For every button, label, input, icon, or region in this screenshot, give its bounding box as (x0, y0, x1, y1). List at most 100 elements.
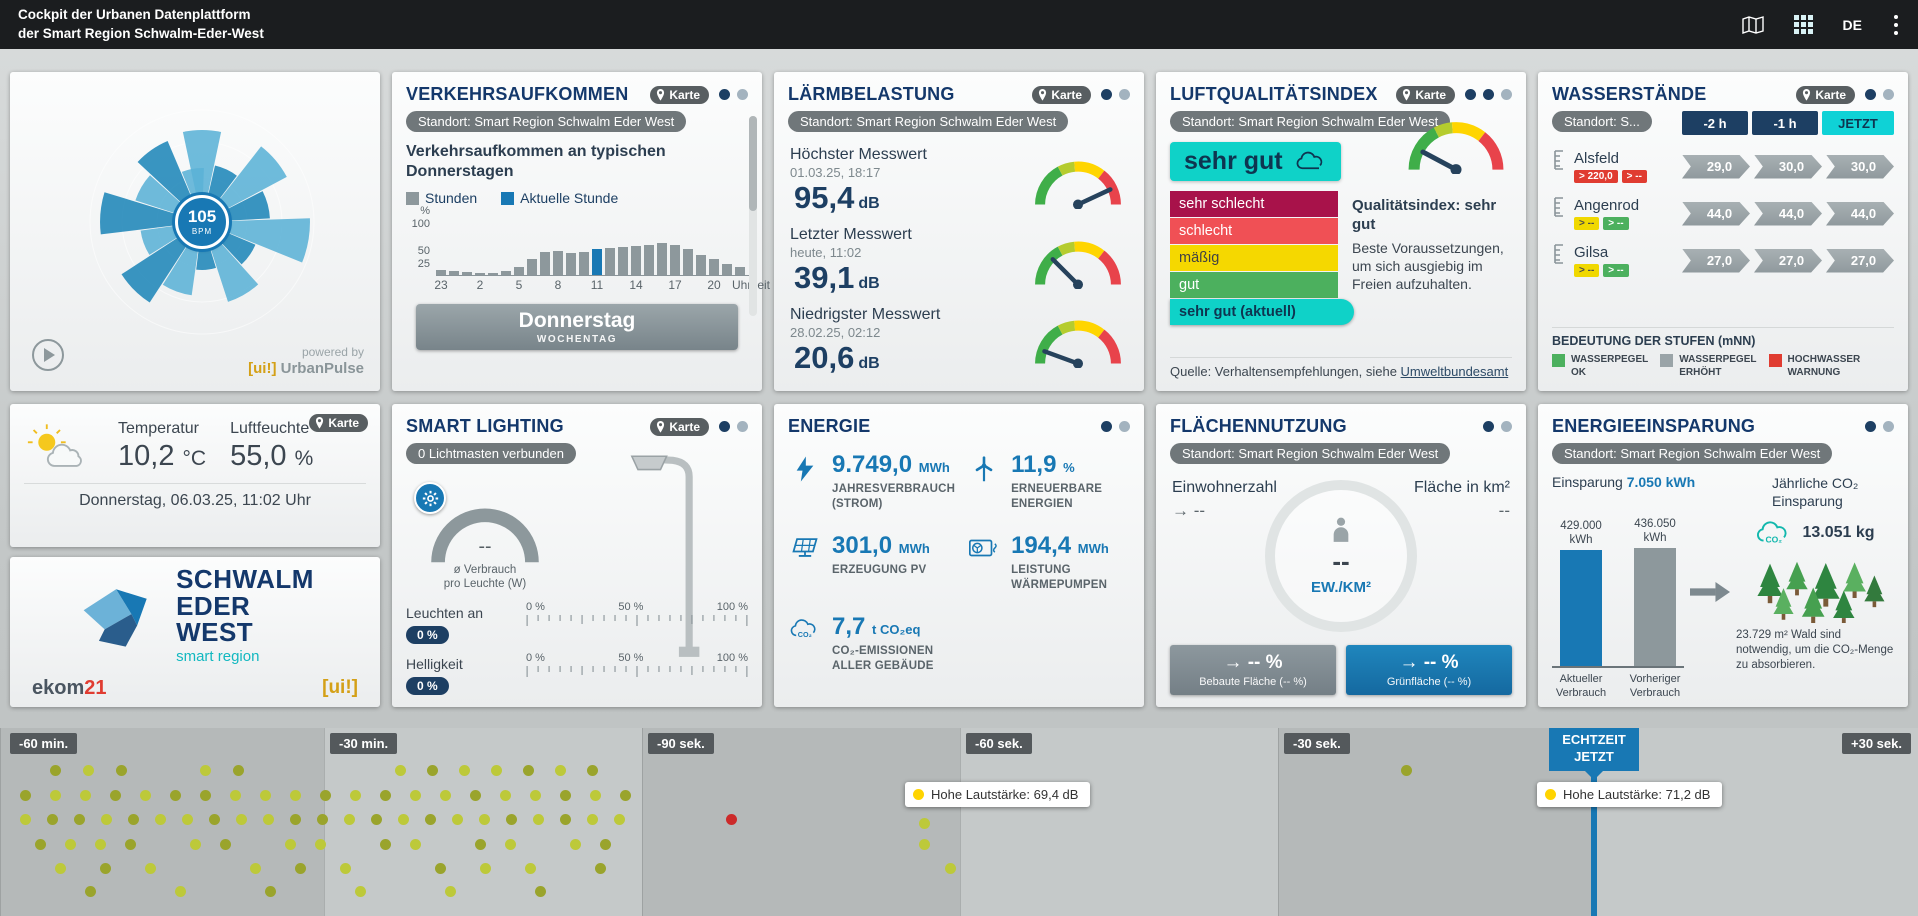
traffic-bar (475, 273, 485, 275)
event-tooltip: Hohe Lautstärke: 71,2 dB (1537, 782, 1723, 807)
station-name: Alsfeld (1574, 150, 1620, 167)
water-level-value: 44,0 (1826, 201, 1894, 226)
weekday-button[interactable]: Donnerstag WOCHENTAG (416, 304, 738, 350)
street-lamp-illustration (630, 455, 700, 657)
x-tick-label: 5 (515, 278, 523, 292)
ruler-ticks (526, 666, 748, 677)
event-timeline[interactable]: -60 min. -30 min. -90 sek. -60 sek. -30 sek.… (0, 728, 1918, 916)
flaeche-stat: Fläche in km² -- (1413, 479, 1510, 521)
co2-saving-stat: CO₂ 13.051 kg (1755, 520, 1875, 546)
consumption-gauge: -- ø Verbrauch pro Leuchte (W) (410, 482, 560, 592)
slider-scale[interactable]: 0 % 50 % 100 % (526, 597, 748, 627)
slider-value-badge[interactable]: 0 % (406, 677, 449, 695)
temperature-stat: Temperatur 10,2 °C (118, 420, 206, 473)
urbanpulse-brand: [ui!] UrbanPulse (248, 360, 364, 377)
page-dot[interactable] (1119, 89, 1130, 100)
slider-scale[interactable]: 0 % 50 % 100 % (526, 648, 748, 678)
event-dot (500, 790, 511, 801)
scrollbar-track[interactable] (749, 116, 757, 316)
topbar: Cockpit der Urbanen Datenplattform der S… (0, 0, 1918, 49)
bpm-badge: 105 BPM (175, 195, 229, 249)
card-title: SMART LIGHTING (406, 416, 564, 436)
page-dot-active[interactable] (1865, 421, 1876, 432)
page-dot-active[interactable] (1465, 89, 1476, 100)
weekday-label: Donnerstag (518, 309, 636, 333)
y-tick-25: 25 (417, 258, 430, 270)
region-logo-text: SCHWALM EDER WEST smart region (176, 564, 314, 665)
page-dot-active[interactable] (1101, 421, 1112, 432)
gear-icon[interactable] (414, 482, 446, 514)
time-button-minus-2h[interactable]: -2 h (1682, 111, 1748, 135)
page-dot[interactable] (737, 421, 748, 432)
page-dot-active[interactable] (719, 89, 730, 100)
x-tick-label: 14 (629, 278, 643, 292)
standort-pill: Standort: Smart Region Schwalm Eder West (406, 111, 687, 132)
time-button-jetzt[interactable]: JETZT (1822, 111, 1894, 135)
karte-badge[interactable]: Karte (1032, 85, 1091, 104)
card-title: LUFTQUALITÄTSINDEX (1170, 84, 1378, 104)
map-pin-icon (316, 417, 324, 429)
page-dot-active[interactable] (1101, 89, 1112, 100)
aqi-current-label: sehr gut (1184, 147, 1283, 175)
umweltbundesamt-link[interactable]: Umweltbundesamt (1400, 364, 1509, 379)
gauge-label: ø Verbrauch pro Leuchte (W) (443, 564, 527, 591)
time-button-minus-1h[interactable]: -1 h (1752, 111, 1818, 135)
karte-badge[interactable]: Karte (1796, 85, 1855, 104)
slider-value-badge[interactable]: 0 % (406, 626, 449, 644)
dashboard-grid-icon[interactable] (1793, 15, 1813, 34)
event-dot (265, 886, 276, 897)
page-dot[interactable] (1501, 89, 1512, 100)
page-dot[interactable] (1883, 89, 1894, 100)
water-level-value: 44,0 (1754, 201, 1822, 226)
bebaute-flaeche-button[interactable]: → -- % Bebaute Fläche (-- %) (1170, 645, 1336, 695)
traffic-bar (553, 251, 563, 275)
density-unit: EW./KM² (1311, 579, 1371, 596)
realtime-line (1591, 728, 1597, 916)
app-title-line1: Cockpit der Urbanen Datenplattform (18, 7, 251, 23)
aqi-scale-row: sehr gut (aktuell) (1170, 299, 1354, 325)
language-selector[interactable]: DE (1842, 16, 1862, 33)
event-dot (587, 814, 598, 825)
legend-swatch-blue (501, 192, 515, 205)
aqi-scale: sehr schlecht schlecht mäßig gut sehr gut (a… (1170, 191, 1354, 357)
legend-color-swatch (1768, 354, 1782, 367)
page-dot-active[interactable] (1483, 421, 1494, 432)
page-dot-active[interactable] (719, 421, 730, 432)
x-axis: 2325811141720Uhrzeit (434, 276, 770, 294)
karte-label: Karte (669, 87, 700, 102)
karte-badge[interactable]: Karte (309, 414, 368, 432)
page-dot[interactable] (1119, 421, 1130, 432)
source-text: Quelle: Verhaltensempfehlungen, siehe (1170, 364, 1401, 379)
karte-badge[interactable]: Karte (1396, 85, 1455, 104)
traffic-bar (735, 267, 745, 275)
x-tick-label: 8 (554, 278, 562, 292)
aqi-info-text: Beste Voraussetzungen, um sich ausgiebig… (1352, 239, 1504, 292)
legend-item: WASSERPEGEL ERHÖHT (1660, 353, 1757, 379)
page-dot[interactable] (1501, 421, 1512, 432)
event-dot (435, 863, 446, 874)
legend-label: WASSERPEGEL (1679, 354, 1757, 365)
x-tick-label: 11 (590, 278, 604, 292)
page-dot[interactable] (1483, 89, 1494, 100)
play-button[interactable] (32, 339, 64, 371)
event-dot (175, 886, 186, 897)
karte-badge[interactable]: Karte (650, 85, 709, 104)
event-tooltip: Hohe Lautstärke: 69,4 dB (905, 782, 1091, 807)
map-icon[interactable] (1741, 15, 1764, 34)
realtime-label2: JETZT (1574, 748, 1614, 764)
scrollbar-thumb[interactable] (749, 116, 757, 211)
menu-kebab-icon[interactable] (1892, 13, 1900, 37)
event-dot (55, 863, 66, 874)
gruenflaeche-button[interactable]: → -- % Grünfläche (-- %) (1346, 645, 1512, 695)
time-range-buttons: -2 h -1 h JETZT (1682, 111, 1894, 135)
page-dot[interactable] (737, 89, 748, 100)
lichtmasten-status-pill: 0 Lichtmasten verbunden (406, 443, 576, 464)
noise-reading-row: Letzter Messwert heute, 11:02 39,1 dB (788, 220, 1130, 300)
page-dot-active[interactable] (1865, 89, 1876, 100)
event-dot (35, 839, 46, 850)
event-dot (505, 839, 516, 850)
karte-badge[interactable]: Karte (650, 417, 709, 436)
aqi-scale-row: sehr schlecht (1170, 191, 1338, 217)
page-dot[interactable] (1883, 421, 1894, 432)
event-dot (230, 790, 241, 801)
